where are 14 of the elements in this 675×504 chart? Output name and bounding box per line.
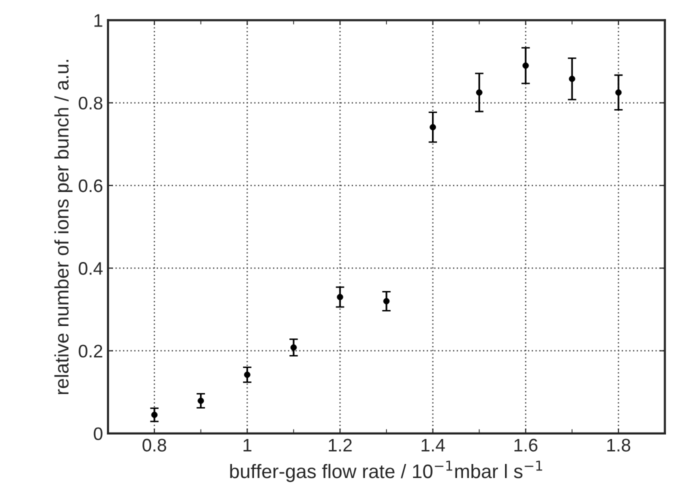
x-tick-label: 1.6: [514, 438, 538, 452]
y-tick-label: 0: [94, 427, 102, 440]
y-tick-label: 0.6: [78, 179, 102, 192]
x-tick-label: 1.4: [422, 438, 445, 452]
y-tick-label: 0.2: [78, 344, 102, 358]
x-axis-title: buffer-gas flow rate / 10$^{−1}$mbar l s$^{−1}$: [230, 460, 542, 482]
x-tick-label: 1.8: [607, 438, 630, 452]
y-axis-title: relative number of ions per bunch / a.u.: [54, 60, 72, 394]
x-tick-label: 1: [244, 438, 252, 452]
y-tick-label: 0.4: [78, 262, 103, 275]
x-tick-label: 0.8: [142, 438, 166, 452]
x-tick-label: 1.2: [328, 438, 352, 452]
y-tick-label: 0.8: [78, 96, 102, 110]
y-tick-label: 1: [94, 14, 102, 27]
